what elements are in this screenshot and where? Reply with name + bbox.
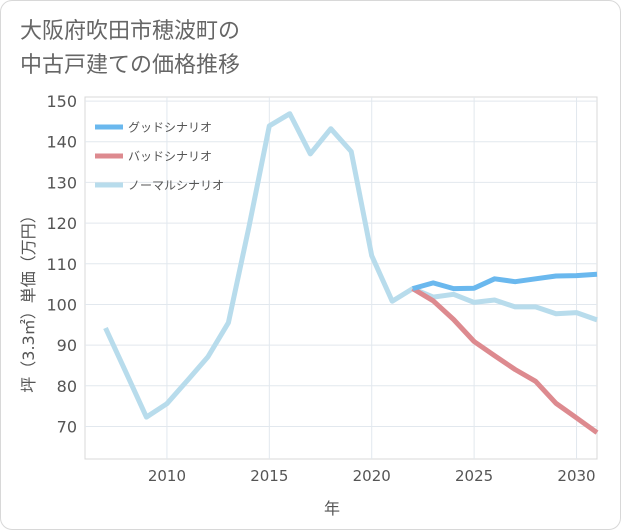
x-tick-2025: 2025 [455,467,493,485]
chart-title-line-2: 中古戸建ての価格推移 [20,53,241,78]
chart-title: 大阪府吹田市穂波町の 中古戸建ての価格推移 [20,15,240,83]
y-tick-130: 130 [46,173,77,192]
x-tick-labels: 2010 2015 2020 2025 2030 [148,467,596,485]
chart-title-line-1: 大阪府吹田市穂波町の [20,19,241,44]
legend-label-0: グッドシナリオ [128,121,212,135]
y-tick-90: 90 [57,336,77,355]
y-tick-140: 140 [46,133,77,152]
series-lines [103,111,599,435]
x-tick-2010: 2010 [148,467,186,485]
series-line-0 [412,271,598,292]
y-tick-80: 80 [57,377,77,396]
legend-label-2: ノーマルシナリオ [128,179,224,193]
y-tick-110: 110 [46,255,77,274]
y-tick-100: 100 [46,295,77,314]
y-axis-label: 坪（3.3㎡）単価（万円） [19,207,38,392]
x-tick-2030: 2030 [557,467,595,485]
y-tick-labels: 70 80 90 100 110 120 130 140 150 [46,92,77,436]
y-tick-150: 150 [46,92,77,111]
series-line-2 [103,111,598,420]
y-tick-120: 120 [46,214,77,233]
grid [85,97,597,459]
x-axis-label: 年 [324,499,340,518]
x-tick-2020: 2020 [353,467,391,485]
legend-label-1: バッドシナリオ [128,150,212,164]
y-tick-70: 70 [57,417,77,436]
series-line-1 [411,286,599,435]
x-tick-2015: 2015 [250,467,288,485]
